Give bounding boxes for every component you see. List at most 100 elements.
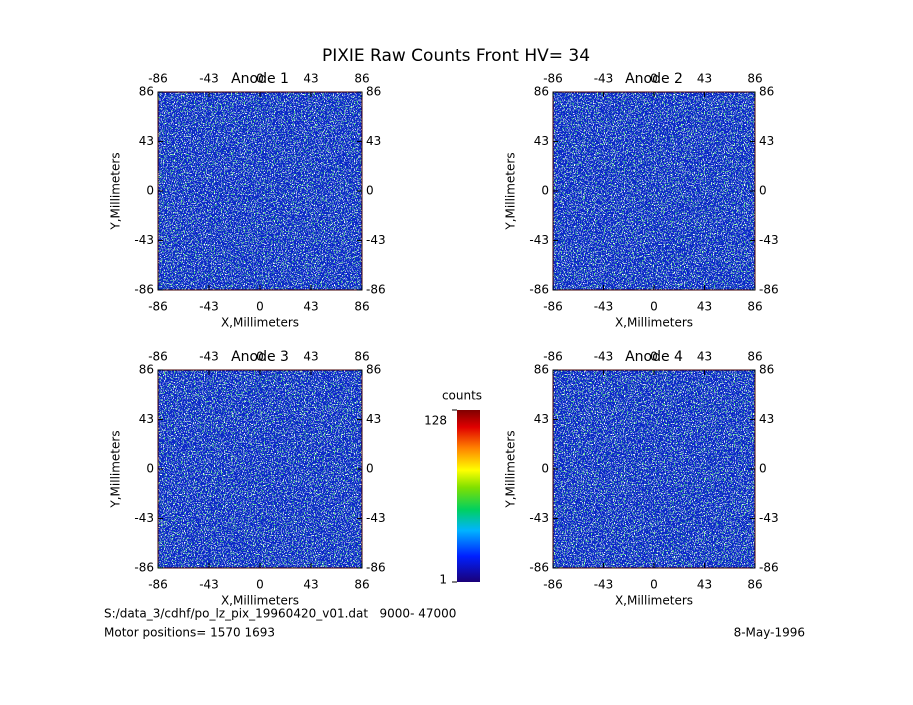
x-tick-label: 0	[650, 300, 658, 314]
y-tick-label: 43	[139, 134, 154, 148]
x-tick-label-top: 0	[256, 72, 264, 86]
y-tick-label: -43	[529, 511, 549, 525]
x-tick-label-top: 43	[697, 350, 712, 364]
heatmap-texture	[158, 92, 362, 290]
y-tick-label: 0	[541, 462, 549, 476]
x-tick-label: 43	[697, 300, 712, 314]
x-tick-label-top: -43	[594, 72, 614, 86]
y-tick-label-right: 0	[759, 184, 767, 198]
y-tick-label-right: 43	[366, 134, 381, 148]
x-tick-label: 0	[650, 578, 658, 592]
x-tick-label: 86	[747, 578, 762, 592]
x-axis-label: X,Millimeters	[221, 316, 299, 330]
y-tick-label-right: 43	[366, 412, 381, 426]
y-tick-label-right: 86	[366, 363, 381, 377]
colorbar	[457, 410, 480, 582]
x-tick-label-top: -43	[199, 350, 219, 364]
x-tick-label: 86	[747, 300, 762, 314]
heatmap-texture	[553, 370, 755, 568]
colorbar-tick-label: 128	[424, 414, 447, 428]
y-tick-label-right: -86	[366, 561, 386, 575]
x-axis-label: X,Millimeters	[615, 316, 693, 330]
y-tick-label: -43	[134, 233, 154, 247]
y-tick-label-right: -43	[759, 511, 779, 525]
panel-title: Anode 2	[625, 71, 683, 87]
x-tick-label: -86	[148, 300, 168, 314]
x-tick-label: -43	[594, 300, 614, 314]
y-tick-label-right: 0	[366, 184, 374, 198]
y-tick-label-right: -43	[366, 233, 386, 247]
x-tick-label: -86	[543, 578, 563, 592]
y-tick-label: -86	[134, 561, 154, 575]
y-tick-label-right: -43	[366, 511, 386, 525]
y-tick-label: -86	[529, 283, 549, 297]
y-tick-label-right: 86	[759, 85, 774, 99]
x-tick-label: -43	[199, 578, 219, 592]
y-tick-label: 0	[146, 184, 154, 198]
x-tick-label-top: 43	[303, 72, 318, 86]
panel-title: Anode 4	[625, 349, 683, 365]
x-tick-label-top: 0	[256, 350, 264, 364]
y-tick-label: 0	[541, 184, 549, 198]
colorbar-tick-label: 1	[439, 573, 447, 587]
y-tick-label: -43	[134, 511, 154, 525]
x-tick-label: -43	[199, 300, 219, 314]
x-tick-label-top: -86	[148, 350, 168, 364]
x-axis-label: X,Millimeters	[615, 594, 693, 608]
y-tick-label-right: -86	[366, 283, 386, 297]
y-tick-label: 86	[139, 363, 154, 377]
y-tick-label: 86	[534, 363, 549, 377]
x-tick-label-top: -86	[148, 72, 168, 86]
x-tick-label: 0	[256, 300, 264, 314]
x-tick-label-top: 86	[354, 350, 369, 364]
x-tick-label-top: -43	[594, 350, 614, 364]
footer-file: S:/data_3/cdhf/po_lz_pix_19960420_v01.da…	[104, 607, 456, 621]
y-tick-label: 86	[139, 85, 154, 99]
y-tick-label-right: -86	[759, 283, 779, 297]
y-tick-label: 43	[534, 412, 549, 426]
y-tick-label: -43	[529, 233, 549, 247]
y-tick-label: 86	[534, 85, 549, 99]
x-tick-label-top: 86	[747, 72, 762, 86]
x-tick-label-top: 86	[747, 350, 762, 364]
y-tick-label-right: 0	[366, 462, 374, 476]
heatmap-texture	[158, 370, 362, 568]
x-tick-label-top: 86	[354, 72, 369, 86]
y-axis-label: Y,Millimeters	[504, 430, 518, 508]
y-tick-label-right: -43	[759, 233, 779, 247]
panel-title: Anode 3	[231, 349, 289, 365]
x-tick-label: -86	[543, 300, 563, 314]
y-tick-label: 43	[139, 412, 154, 426]
y-tick-label: -86	[529, 561, 549, 575]
x-tick-label-top: -86	[543, 72, 563, 86]
y-tick-label: 0	[146, 462, 154, 476]
x-tick-label-top: 43	[697, 72, 712, 86]
y-tick-label: -86	[134, 283, 154, 297]
y-axis-label: Y,Millimeters	[109, 152, 123, 230]
x-tick-label: 0	[256, 578, 264, 592]
x-tick-label: 43	[303, 300, 318, 314]
x-tick-label-top: 0	[650, 72, 658, 86]
x-tick-label: -86	[148, 578, 168, 592]
y-axis-label: Y,Millimeters	[109, 430, 123, 508]
x-axis-label: X,Millimeters	[221, 594, 299, 608]
x-tick-label-top: 0	[650, 350, 658, 364]
y-tick-label-right: 0	[759, 462, 767, 476]
x-tick-label: 86	[354, 300, 369, 314]
footer-date: 8-May-1996	[734, 626, 805, 640]
y-tick-label-right: 43	[759, 134, 774, 148]
x-tick-label-top: 43	[303, 350, 318, 364]
x-tick-label: 86	[354, 578, 369, 592]
x-tick-label: 43	[697, 578, 712, 592]
x-tick-label-top: -43	[199, 72, 219, 86]
colorbar-label: counts	[442, 389, 482, 403]
y-tick-label-right: 43	[759, 412, 774, 426]
y-tick-label-right: 86	[759, 363, 774, 377]
x-tick-label-top: -86	[543, 350, 563, 364]
panel-title: Anode 1	[231, 71, 289, 87]
y-tick-label-right: 86	[366, 85, 381, 99]
x-tick-label: 43	[303, 578, 318, 592]
footer-motor: Motor positions= 1570 1693	[104, 626, 275, 640]
heatmap-texture	[553, 92, 755, 290]
